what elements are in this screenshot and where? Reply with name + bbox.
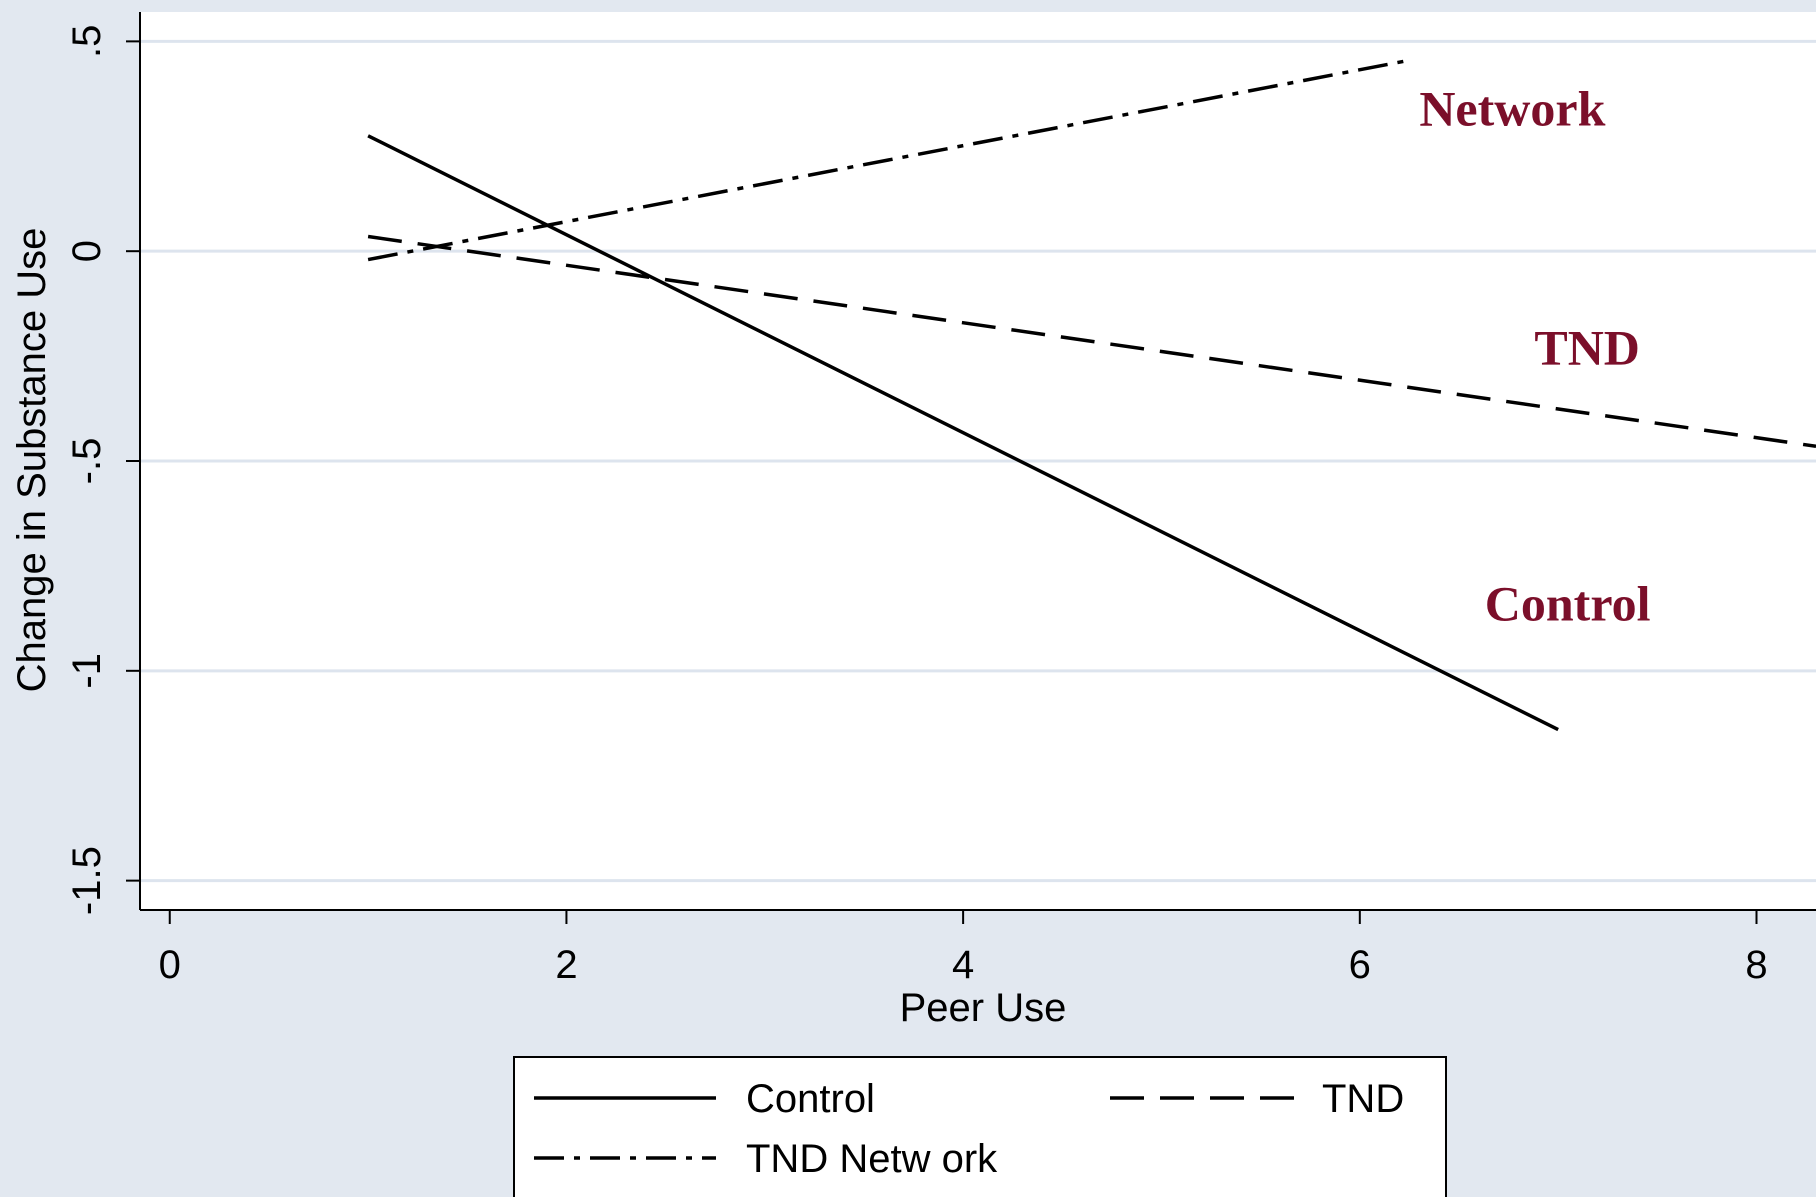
y-tick-label-1: 0 xyxy=(65,240,109,262)
legend-box xyxy=(513,1056,1447,1197)
series-line-dashdot xyxy=(367,58,1410,262)
annotation-label-1: TND xyxy=(1534,319,1640,375)
x-tick-label-2: 4 xyxy=(952,943,974,987)
x-axis-ticks: 0 2 4 6 8 xyxy=(159,910,1768,987)
x-tick-label-3: 6 xyxy=(1349,943,1371,987)
annotation-label-0: Network xyxy=(1419,80,1605,136)
y-tick-label-0: .5 xyxy=(65,25,109,58)
series-line-dashed xyxy=(367,234,1816,449)
legend-label-0: Control xyxy=(746,1077,875,1121)
x-tick-label-4: 8 xyxy=(1745,943,1767,987)
x-axis-title: Peer Use xyxy=(900,986,1067,1030)
y-axis-ticks: .5 0 -.5 -1 -1.5 xyxy=(65,25,140,915)
series-lines xyxy=(367,58,1816,732)
annotation-label-2: Control xyxy=(1485,575,1651,631)
series-line-solid xyxy=(367,134,1559,732)
grid-lines xyxy=(140,39,1816,883)
annotations: Network TND Control xyxy=(1419,80,1650,631)
x-tick-label-0: 0 xyxy=(159,943,181,987)
y-tick-label-3: -1 xyxy=(65,653,109,689)
legend-label-1: TND xyxy=(1322,1077,1404,1121)
y-axis-title: Change in Substance Use xyxy=(10,228,54,693)
x-tick-label-1: 2 xyxy=(555,943,577,987)
legend-label-2: TND Netw ork xyxy=(746,1137,998,1181)
y-tick-label-2: -.5 xyxy=(65,438,109,485)
legend: Control TND TND Netw ork xyxy=(513,1056,1447,1197)
y-tick-label-4: -1.5 xyxy=(65,846,109,915)
